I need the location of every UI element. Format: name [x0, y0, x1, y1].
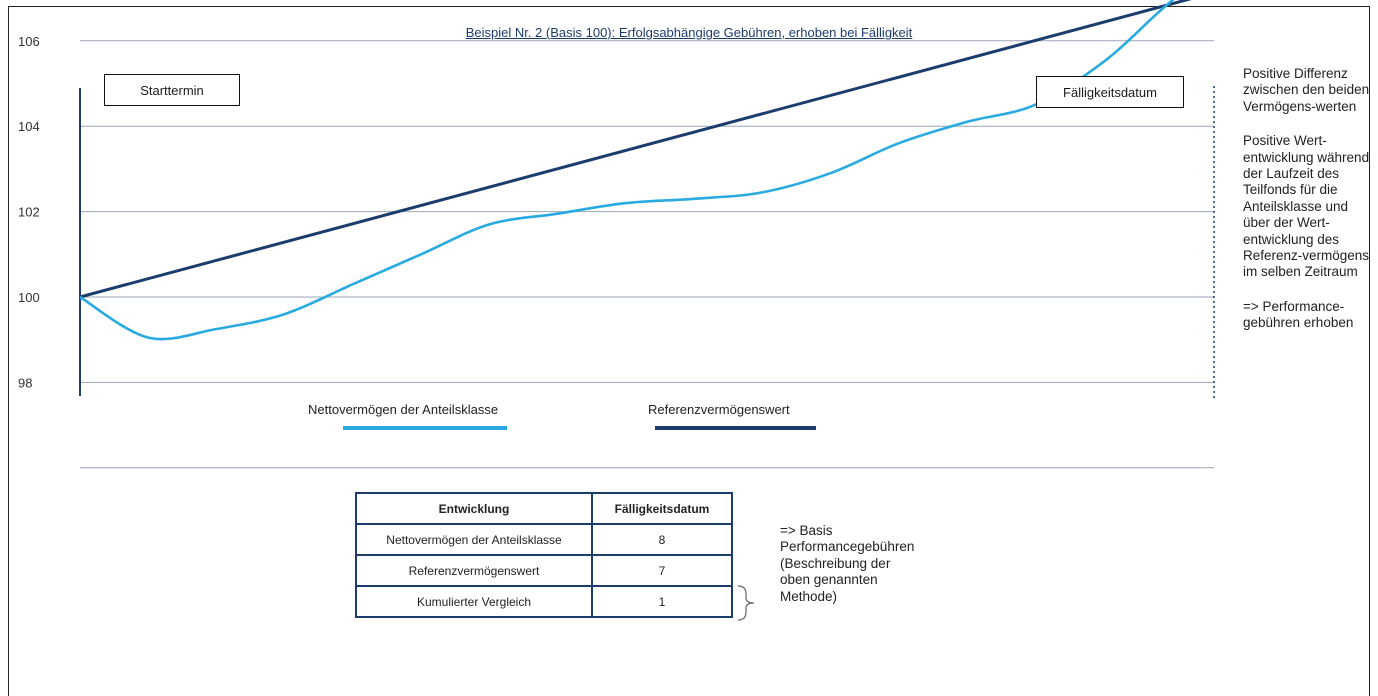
basis-annotation: => Basis Performancegebühren (Beschreibu… — [780, 523, 915, 604]
series-line-reference — [79, 0, 1192, 299]
table-cell-value: 1 — [591, 585, 733, 618]
y-axis-ticks: 10810610410210098 — [18, 34, 40, 391]
y-tick-label: 98 — [18, 375, 32, 390]
series-line-net-assets — [79, 0, 1175, 341]
figure-frame — [8, 6, 1370, 696]
development-table: Entwicklung Fälligkeitsdatum Nettovermög… — [355, 492, 733, 618]
series-lines — [79, 0, 1192, 430]
legend-label-reference: Referenzvermögenswert — [648, 402, 790, 417]
table-cell-label: Referenzvermögenswert — [355, 554, 593, 587]
annotation-positive-performance: Positive Wert-entwicklung während der La… — [1243, 133, 1370, 280]
maturity-date-box: Fälligkeitsdatum — [1036, 76, 1184, 108]
chart-title: Beispiel Nr. 2 (Basis 100): Erfolgsabhän… — [465, 25, 913, 40]
annotation-positive-difference: Positive Differenz zwischen den beiden V… — [1243, 66, 1370, 114]
y-tick-label: 104 — [18, 119, 40, 134]
legend-label-net-assets: Nettovermögen der Anteilsklasse — [308, 402, 499, 417]
gridlines — [80, 40, 1214, 469]
table-cell-label: Nettovermögen der Anteilsklasse — [355, 523, 593, 556]
y-tick-label: 106 — [18, 34, 40, 49]
table-cell-label: Kumulierter Vergleich — [355, 585, 593, 618]
y-tick-label: 102 — [18, 205, 40, 220]
table-header-development: Entwicklung — [355, 492, 593, 525]
table-row: Referenzvermögenswert 7 — [355, 554, 733, 587]
brace-icon — [737, 585, 755, 621]
start-date-box: Starttermin — [104, 74, 240, 106]
annotation-fees-charged: => Performance-gebühren erhoben — [1243, 298, 1354, 331]
table-row: Nettovermögen der Anteilsklasse 8 — [355, 523, 733, 556]
table-cell-value: 7 — [591, 554, 733, 587]
table-row: Kumulierter Vergleich 1 — [355, 585, 733, 618]
right-annotation: Positive Differenz zwischen den beiden V… — [1243, 66, 1373, 332]
table-header-row: Entwicklung Fälligkeitsdatum — [355, 492, 733, 525]
y-tick-label: 100 — [18, 290, 40, 305]
table-cell-value: 8 — [591, 523, 733, 556]
table-header-maturity: Fälligkeitsdatum — [591, 492, 733, 525]
